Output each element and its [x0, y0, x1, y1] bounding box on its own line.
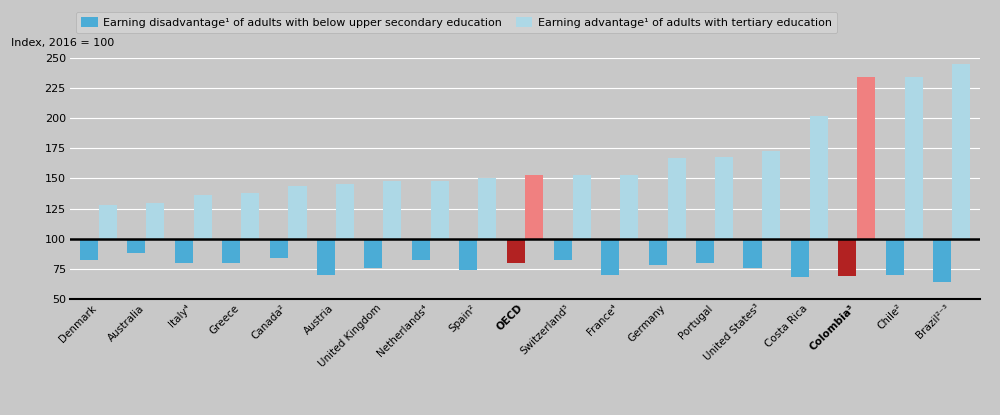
Bar [649, 239, 667, 265]
Bar [886, 239, 904, 275]
Bar [838, 239, 856, 276]
Bar [668, 158, 686, 239]
Bar [573, 175, 591, 239]
Bar [364, 239, 382, 268]
Bar [791, 239, 809, 277]
Bar [762, 151, 780, 239]
Bar [288, 186, 307, 239]
Bar [601, 239, 619, 275]
Bar [507, 239, 525, 263]
Bar [431, 181, 449, 239]
Bar [743, 239, 762, 268]
Bar [412, 239, 430, 260]
Bar [478, 178, 496, 239]
Bar [696, 239, 714, 263]
Bar [241, 193, 259, 239]
Bar [222, 239, 240, 263]
Bar [459, 239, 477, 270]
Legend: Earning disadvantage¹ of adults with below upper secondary education, Earning ad: Earning disadvantage¹ of adults with bel… [76, 12, 837, 33]
Text: Index, 2016 = 100: Index, 2016 = 100 [11, 39, 114, 49]
Bar [933, 239, 951, 282]
Bar [99, 205, 117, 239]
Bar [905, 77, 923, 239]
Bar [383, 181, 401, 239]
Bar [194, 195, 212, 239]
Bar [620, 175, 638, 239]
Bar [857, 77, 875, 239]
Bar [810, 116, 828, 239]
Bar [146, 203, 164, 239]
Bar [175, 239, 193, 263]
Bar [715, 157, 733, 239]
Bar [525, 175, 543, 239]
Bar [127, 239, 145, 253]
Bar [270, 239, 288, 258]
Bar [317, 239, 335, 275]
Bar [80, 239, 98, 260]
Bar [554, 239, 572, 260]
Bar [952, 64, 970, 239]
Bar [336, 184, 354, 239]
